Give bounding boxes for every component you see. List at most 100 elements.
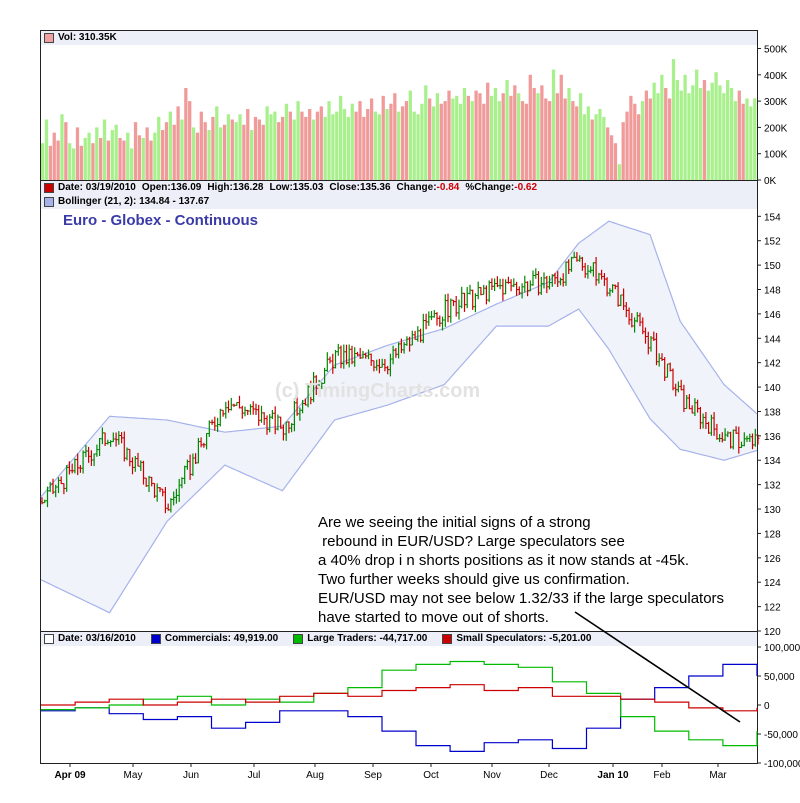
volume-bar (718, 85, 722, 180)
volume-bar (157, 116, 161, 180)
x-tick-label: Jul (248, 770, 261, 781)
cot-legend-small: Small Speculators: -5,201.00 (456, 633, 592, 644)
volume-bar (563, 98, 567, 180)
volume-bar (671, 59, 676, 180)
x-tick-label: Sep (364, 770, 382, 781)
x-tick-label: Dec (540, 770, 558, 781)
volume-bar (509, 95, 513, 180)
volume-bar (257, 119, 262, 180)
volume-bar (420, 103, 424, 180)
volume-swatch (44, 32, 54, 43)
volume-tick-label: 400K (764, 71, 788, 82)
volume-bar (606, 127, 610, 180)
volume-bar (273, 111, 277, 180)
price-tick-label: 152 (764, 237, 781, 248)
volume-bar (439, 103, 443, 180)
volume-bar (482, 103, 486, 180)
volume-bar (594, 114, 598, 180)
volume-bar (95, 127, 99, 180)
price-tick-label: 148 (764, 285, 781, 296)
volume-bar (710, 82, 714, 180)
volume-bar (478, 93, 482, 180)
volume-bar (172, 124, 176, 180)
legend-close: Close:135.36 (329, 182, 391, 193)
volume-bar (215, 106, 219, 180)
volume-bar (656, 93, 660, 180)
volume-bar (335, 111, 339, 180)
price-tick-label: 140 (764, 383, 781, 394)
volume-bar (567, 87, 571, 180)
volume-bar (60, 114, 64, 180)
volume-legend-label: Vol: 310.35K (58, 32, 117, 43)
volume-bar (470, 101, 474, 180)
legend-change-label: Change: (396, 182, 437, 193)
annotation-line: Are we seeing the initial signs of a str… (318, 514, 591, 531)
volume-bar (71, 148, 76, 180)
volume-bar (598, 109, 602, 180)
volume-bar (188, 101, 192, 180)
volume-bar (79, 145, 83, 180)
volume-bar (536, 93, 540, 180)
volume-bar (44, 119, 49, 180)
volume-bar (350, 103, 354, 180)
volume-bar (164, 122, 169, 180)
volume-bar (246, 109, 250, 180)
volume-legend-band (41, 31, 757, 45)
volume-bar (733, 101, 738, 180)
cot-panel-frame (40, 631, 758, 764)
volume-bar (153, 132, 157, 180)
price-tick-label: 138 (764, 407, 781, 418)
volume-bar (249, 130, 254, 180)
volume-bar (133, 122, 138, 180)
volume-bar (48, 145, 53, 180)
bollinger-band (40, 220, 758, 614)
volume-bar (621, 122, 625, 180)
volume-bar (578, 93, 583, 180)
volume-bar (664, 87, 668, 180)
volume-bar (571, 101, 575, 180)
volume-bar (261, 124, 265, 180)
volume-bar (501, 93, 505, 180)
volume-bar (609, 135, 614, 180)
volume-bar (83, 137, 87, 180)
cot-tick-label: 0 (764, 701, 770, 712)
cot-tick-label: 50,000 (764, 672, 795, 683)
commercials-swatch (150, 633, 161, 644)
volume-bar (145, 127, 149, 180)
volume-bar (625, 111, 629, 180)
volume-bar (412, 111, 416, 180)
annotation-arrow (574, 611, 741, 723)
volume-bar (253, 116, 258, 180)
price-tick-label: 124 (764, 578, 781, 589)
volume-bar (683, 74, 687, 180)
volume-tick-label: 300K (764, 97, 788, 108)
price-tick-label: 122 (764, 603, 781, 614)
volume-bar (130, 148, 134, 180)
price-tick-label: 120 (764, 627, 781, 638)
cot-tick-label: -100,000 (764, 759, 800, 770)
price-legend-band (41, 181, 757, 209)
volume-legend: Vol: 310.35K (41, 32, 117, 43)
volume-bar (745, 98, 749, 180)
volume-bar (369, 98, 374, 180)
volume-bar (408, 90, 412, 180)
volume-bar (749, 106, 753, 180)
volume-bar (524, 103, 529, 180)
volume-bar (528, 74, 532, 180)
legend-pct-label: %Change: (465, 182, 515, 193)
volume-bar (327, 101, 331, 180)
volume-bar (551, 69, 556, 180)
price-swatch (44, 182, 54, 193)
volume-bar (292, 119, 296, 180)
volume-bar (393, 93, 397, 180)
volume-bar (381, 95, 385, 180)
volume-bar (296, 101, 300, 180)
price-tick-label: 142 (764, 359, 781, 370)
volume-bar (753, 98, 757, 180)
price-tick-label: 146 (764, 310, 781, 321)
volume-bar (714, 72, 718, 180)
volume-bar (486, 82, 490, 180)
bollinger-legend: Bollinger (21, 2): 134.84 - 137.67 (41, 196, 209, 207)
volume-bar (362, 116, 366, 180)
